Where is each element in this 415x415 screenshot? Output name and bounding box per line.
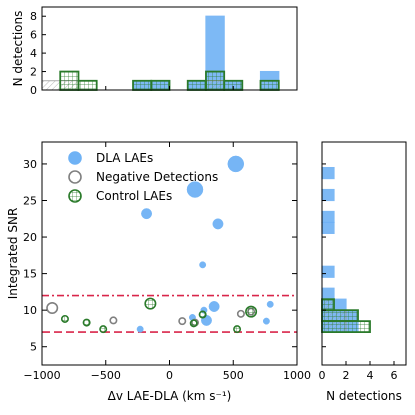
right-hist-dla-bar	[321, 221, 335, 234]
y-tick-label: 15	[23, 268, 37, 281]
right-hist-axes-frame	[321, 141, 407, 366]
top-hist-control-bar	[77, 79, 98, 91]
x-tick-label: 0	[166, 369, 173, 382]
control-lae-point	[60, 314, 69, 323]
x-tick-label: 1000	[283, 369, 311, 382]
legend-label: DLA LAEs	[96, 151, 153, 165]
control-lae-point	[144, 297, 157, 310]
right-hist-dla-bar	[321, 210, 335, 224]
top-hist-y-tick-label: 0	[30, 84, 37, 97]
x-tick-label: 500	[223, 369, 244, 382]
negative-detection-point	[236, 309, 245, 318]
dla-lae-point	[266, 300, 274, 308]
right-hist-x-tick-label: 2	[343, 369, 350, 382]
y-tick-label: 25	[23, 194, 37, 207]
top-hist-y-tick-label: 2	[30, 66, 37, 79]
y-tick-label: 5	[30, 341, 37, 354]
right-hist-dla-bar	[321, 166, 335, 180]
dla-lae-point	[212, 218, 224, 230]
top-hist-y-axis-label: N detections	[11, 11, 25, 87]
control-lae-point	[99, 325, 108, 334]
legend-label: Control LAEs	[96, 189, 172, 203]
right-hist-control-bar	[321, 320, 371, 333]
x-tick-label: −1000	[23, 369, 60, 382]
right-hist-control-bar	[321, 309, 359, 323]
right-histogram-panel: 0 2 4 6 N detections	[319, 141, 407, 403]
dla-lae-point	[199, 261, 207, 269]
scatter-panel: −1000 −500 0 500 1000 5 10 15 20 25 30 Δv LAE-DLA (…	[6, 141, 311, 403]
right-hist-dla-bar	[321, 188, 335, 202]
negative-detection-point	[109, 316, 118, 325]
dla-lae-point	[141, 208, 153, 220]
right-hist-dla-bar	[321, 265, 335, 278]
dla-lae-point	[136, 325, 144, 333]
dla-lae-point	[227, 155, 245, 173]
top-hist-control-bar	[205, 70, 226, 91]
x-axis-label: Δv LAE-DLA (km s⁻¹)	[108, 389, 232, 403]
control-lae-point	[82, 318, 91, 327]
right-hist-x-tick-label: 6	[391, 369, 398, 382]
top-hist-y-tick-label: 6	[30, 29, 37, 42]
dla-lae-point	[186, 181, 204, 198]
control-lae-point	[245, 305, 258, 318]
legend-marker	[68, 151, 82, 165]
y-axis-label: Integrated SNR	[6, 208, 20, 300]
top-hist-y-tick-label: 4	[30, 47, 37, 60]
right-hist-x-tick-label: 4	[367, 369, 374, 382]
control-lae-point	[233, 325, 242, 334]
dla-lae-point	[262, 317, 270, 325]
control-lae-point	[189, 319, 198, 328]
y-tick-label: 30	[23, 158, 37, 171]
control-lae-point	[198, 310, 207, 319]
top-hist-control-bar	[186, 79, 207, 91]
top-hist-axes-frame	[41, 6, 298, 91]
y-tick-label: 20	[23, 231, 37, 244]
y-tick-label: 10	[23, 304, 37, 317]
top-hist-control-bar	[59, 70, 80, 91]
legend-marker	[68, 170, 82, 184]
top-hist-control-bar	[132, 79, 153, 91]
top-hist-negative-bar	[41, 80, 61, 91]
top-hist-control-bar	[259, 79, 280, 91]
top-histogram-panel: 0 2 4 6 8 N detections	[11, 6, 298, 97]
dla-lae-point	[208, 301, 220, 312]
right-hist-control-bar	[321, 298, 335, 312]
right-hist-dla-bar	[321, 287, 335, 300]
negative-detection-point	[46, 301, 59, 314]
legend-marker	[68, 189, 82, 203]
negative-detection-point	[178, 317, 187, 326]
top-hist-y-tick-label: 8	[30, 10, 37, 23]
x-tick-label: −500	[91, 369, 121, 382]
right-hist-x-tick-label: 0	[319, 369, 326, 382]
right-hist-x-axis-label: N detections	[326, 389, 402, 403]
legend-label: Negative Detections	[96, 170, 218, 184]
top-hist-control-bar	[150, 79, 171, 91]
